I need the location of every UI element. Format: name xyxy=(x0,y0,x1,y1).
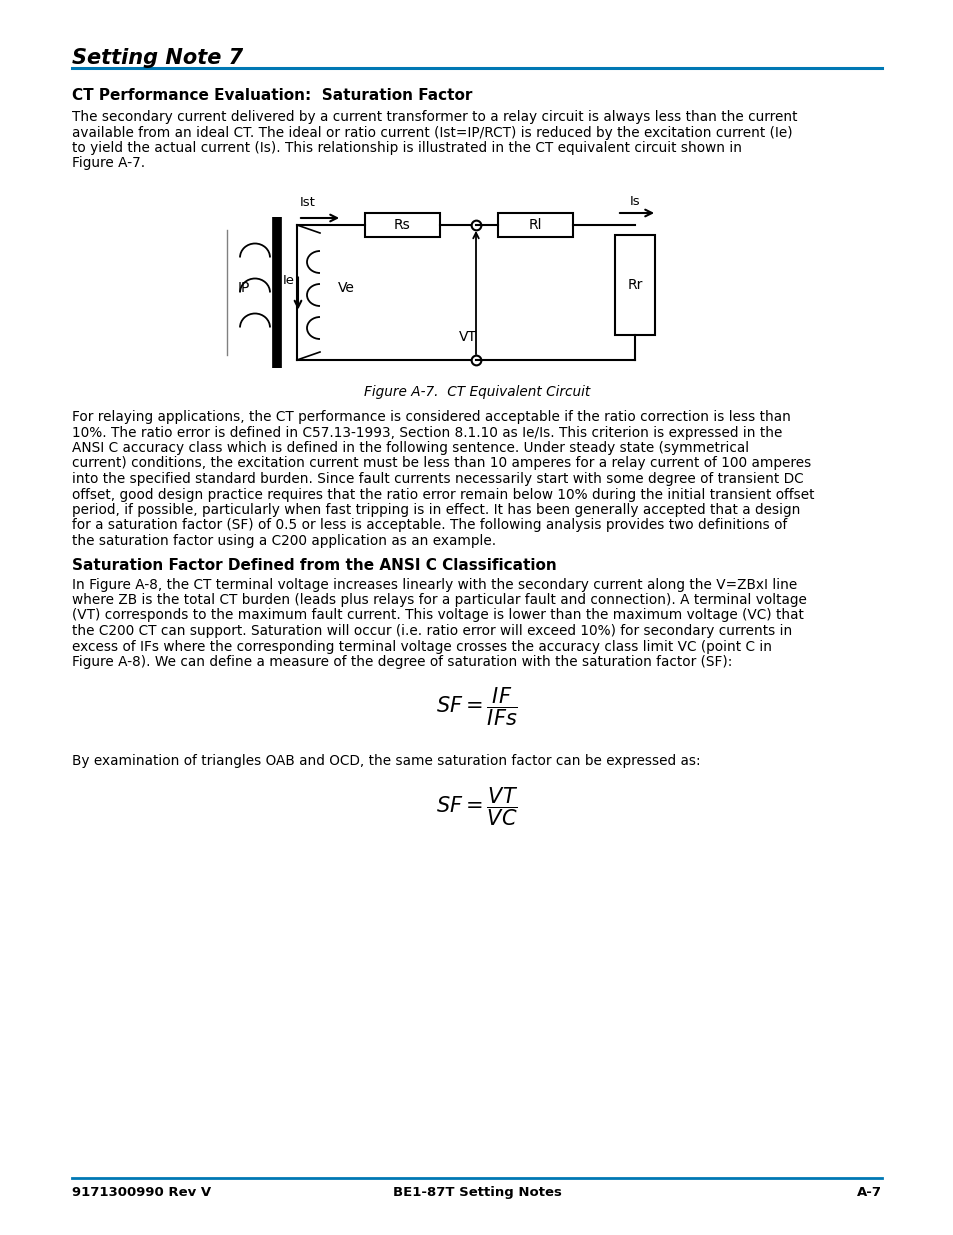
Text: available from an ideal CT. The ideal or ratio current (Ist=IP/RCT) is reduced b: available from an ideal CT. The ideal or… xyxy=(71,126,792,140)
Text: 10%. The ratio error is defined in C57.13-1993, Section 8.1.10 as Ie/Is. This cr: 10%. The ratio error is defined in C57.1… xyxy=(71,426,781,440)
Text: excess of IFs where the corresponding terminal voltage crosses the accuracy clas: excess of IFs where the corresponding te… xyxy=(71,640,771,653)
Text: $SF = \dfrac{VT}{VC}$: $SF = \dfrac{VT}{VC}$ xyxy=(436,785,517,827)
Bar xyxy=(497,212,573,237)
Text: Figure A-8). We can define a measure of the degree of saturation with the satura: Figure A-8). We can define a measure of … xyxy=(71,655,732,669)
Text: period, if possible, particularly when fast tripping is in effect. It has been g: period, if possible, particularly when f… xyxy=(71,503,800,517)
Text: Figure A-7.: Figure A-7. xyxy=(71,157,145,170)
Text: Ve: Ve xyxy=(337,280,355,294)
Text: the C200 CT can support. Saturation will occur (i.e. ratio error will exceed 10%: the C200 CT can support. Saturation will… xyxy=(71,624,791,638)
Text: $SF = \dfrac{IF}{IFs}$: $SF = \dfrac{IF}{IFs}$ xyxy=(436,685,517,727)
Text: Setting Note 7: Setting Note 7 xyxy=(71,48,243,68)
Text: into the specified standard burden. Since fault currents necessarily start with : into the specified standard burden. Sinc… xyxy=(71,472,802,487)
Text: For relaying applications, the CT performance is considered acceptable if the ra: For relaying applications, the CT perfor… xyxy=(71,410,790,424)
Text: to yield the actual current (Is). This relationship is illustrated in the CT equ: to yield the actual current (Is). This r… xyxy=(71,141,741,156)
Text: offset, good design practice requires that the ratio error remain below 10% duri: offset, good design practice requires th… xyxy=(71,488,814,501)
Text: for a saturation factor (SF) of 0.5 or less is acceptable. The following analysi: for a saturation factor (SF) of 0.5 or l… xyxy=(71,519,786,532)
Text: 9171300990 Rev V: 9171300990 Rev V xyxy=(71,1186,211,1199)
Text: BE1-87T Setting Notes: BE1-87T Setting Notes xyxy=(392,1186,561,1199)
Text: ANSI C accuracy class which is defined in the following sentence. Under steady s: ANSI C accuracy class which is defined i… xyxy=(71,441,748,454)
Text: The secondary current delivered by a current transformer to a relay circuit is a: The secondary current delivered by a cur… xyxy=(71,110,797,124)
Text: Rl: Rl xyxy=(528,219,541,232)
Text: In Figure A-8, the CT terminal voltage increases linearly with the secondary cur: In Figure A-8, the CT terminal voltage i… xyxy=(71,578,797,592)
Text: CT Performance Evaluation:  Saturation Factor: CT Performance Evaluation: Saturation Fa… xyxy=(71,88,472,103)
Text: A-7: A-7 xyxy=(856,1186,882,1199)
Text: Ist: Ist xyxy=(299,196,315,209)
Text: IP: IP xyxy=(237,280,250,294)
Text: Figure A-7.  CT Equivalent Circuit: Figure A-7. CT Equivalent Circuit xyxy=(363,385,590,399)
Text: where ZB is the total CT burden (leads plus relays for a particular fault and co: where ZB is the total CT burden (leads p… xyxy=(71,593,806,606)
Text: Rs: Rs xyxy=(394,219,411,232)
Text: Saturation Factor Defined from the ANSI C Classification: Saturation Factor Defined from the ANSI … xyxy=(71,557,557,573)
Text: current) conditions, the excitation current must be less than 10 amperes for a r: current) conditions, the excitation curr… xyxy=(71,457,810,471)
Text: VT: VT xyxy=(458,330,476,345)
Text: By examination of triangles OAB and OCD, the same saturation factor can be expre: By examination of triangles OAB and OCD,… xyxy=(71,753,700,767)
Text: the saturation factor using a C200 application as an example.: the saturation factor using a C200 appli… xyxy=(71,534,496,548)
Text: Rr: Rr xyxy=(627,278,642,291)
Bar xyxy=(615,235,655,335)
Text: Ie: Ie xyxy=(283,274,294,288)
Text: (VT) corresponds to the maximum fault current. This voltage is lower than the ma: (VT) corresponds to the maximum fault cu… xyxy=(71,609,803,622)
Bar xyxy=(365,212,439,237)
Text: Is: Is xyxy=(629,195,639,207)
